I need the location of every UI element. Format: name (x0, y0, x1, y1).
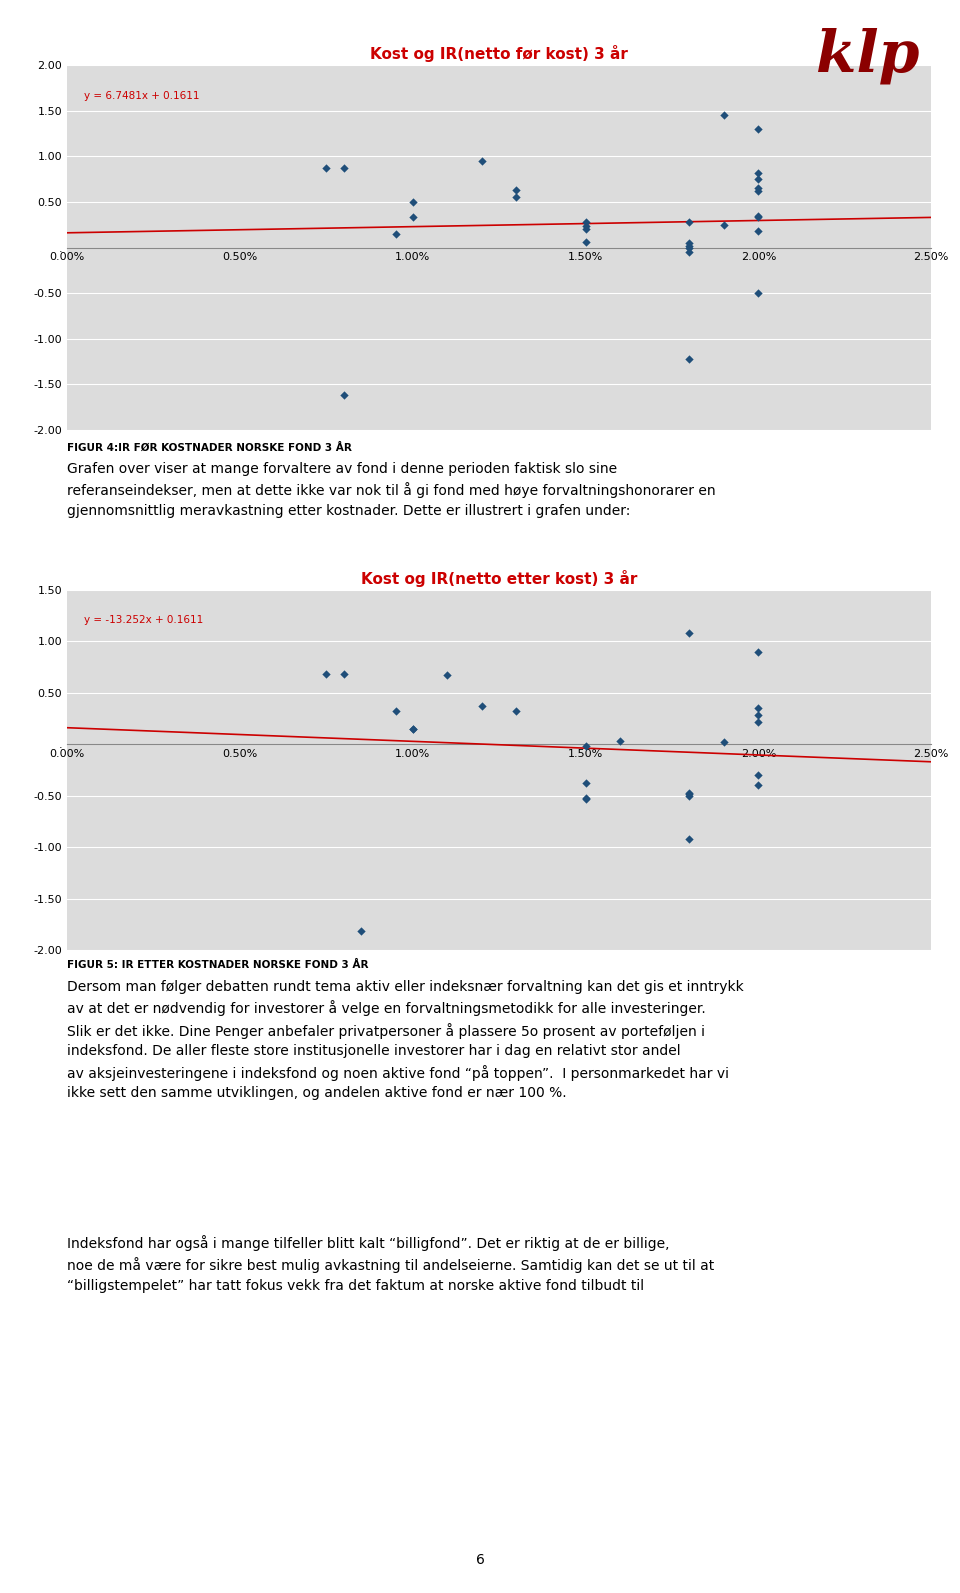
Text: 6: 6 (475, 1553, 485, 1568)
Text: FIGUR 4:IR FØR KOSTNADER NORSKE FOND 3 ÅR: FIGUR 4:IR FØR KOSTNADER NORSKE FOND 3 Å… (67, 441, 352, 452)
Text: y = -13.252x + 0.1611: y = -13.252x + 0.1611 (84, 615, 204, 624)
Point (751, 159, 766, 185)
Point (716, 102, 732, 127)
Point (336, 382, 351, 408)
Point (353, 919, 369, 945)
Point (751, 773, 766, 798)
Point (751, 639, 766, 664)
Point (440, 663, 455, 688)
Point (474, 148, 490, 174)
Point (751, 175, 766, 201)
Point (682, 781, 697, 806)
Point (751, 696, 766, 722)
Point (405, 717, 420, 742)
Point (405, 190, 420, 215)
Point (751, 204, 766, 229)
Point (682, 231, 697, 256)
Point (578, 785, 593, 811)
Point (388, 699, 403, 725)
Point (682, 827, 697, 852)
Point (751, 116, 766, 142)
Text: Indeksfond har også i mange tilfeller blitt kalt “billigfond”. Det er riktig at : Indeksfond har også i mange tilfeller bl… (67, 1235, 714, 1294)
Title: Kost og IR(netto etter kost) 3 år: Kost og IR(netto etter kost) 3 år (361, 570, 637, 588)
Point (751, 166, 766, 191)
Point (682, 233, 697, 258)
Point (578, 734, 593, 760)
Point (578, 229, 593, 255)
Point (509, 699, 524, 725)
Point (474, 693, 490, 718)
Point (751, 280, 766, 306)
Point (578, 785, 593, 811)
Point (578, 771, 593, 796)
Point (716, 212, 732, 237)
Point (682, 234, 697, 260)
Point (682, 239, 697, 264)
Point (716, 730, 732, 755)
Text: Grafen over viser at mange forvaltere av fond i denne perioden faktisk slo sine
: Grafen over viser at mange forvaltere av… (67, 462, 716, 518)
Point (682, 784, 697, 809)
Point (509, 185, 524, 210)
Point (509, 177, 524, 202)
Text: klp: klp (816, 27, 919, 84)
Point (578, 209, 593, 234)
Point (336, 661, 351, 687)
Point (751, 202, 766, 228)
Point (405, 204, 420, 229)
Point (682, 781, 697, 806)
Text: Dersom man følger debatten rundt tema aktiv eller indeksnær forvaltning kan det : Dersom man følger debatten rundt tema ak… (67, 980, 744, 1101)
Point (751, 763, 766, 789)
Point (682, 620, 697, 645)
Point (751, 178, 766, 204)
Point (682, 209, 697, 234)
Point (751, 703, 766, 728)
Point (319, 661, 334, 687)
Point (612, 728, 628, 753)
Point (578, 213, 593, 239)
Text: FIGUR 5: IR ETTER KOSTNADER NORSKE FOND 3 ÅR: FIGUR 5: IR ETTER KOSTNADER NORSKE FOND … (67, 961, 369, 970)
Point (751, 709, 766, 734)
Point (336, 156, 351, 182)
Point (751, 218, 766, 244)
Title: Kost og IR(netto før kost) 3 år: Kost og IR(netto før kost) 3 år (371, 46, 628, 62)
Point (405, 717, 420, 742)
Point (388, 221, 403, 247)
Point (578, 217, 593, 242)
Point (319, 156, 334, 182)
Point (682, 346, 697, 371)
Text: y = 6.7481x + 0.1611: y = 6.7481x + 0.1611 (84, 91, 200, 100)
